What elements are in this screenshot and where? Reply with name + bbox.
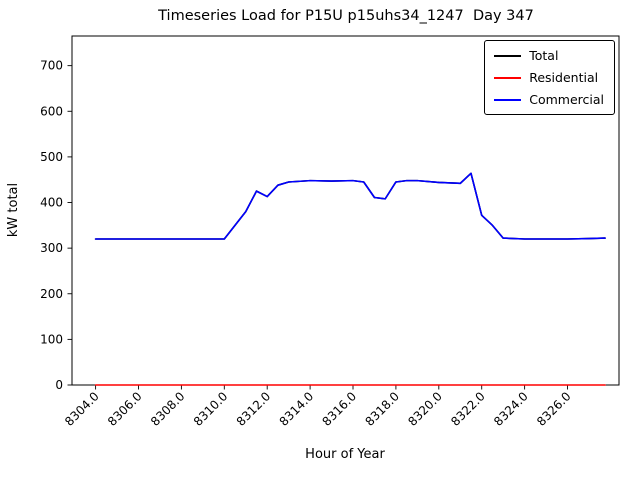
chart-title: Timeseries Load for P15U p15uhs34_1247 D… (158, 8, 534, 24)
y-tick-label: 0 (55, 378, 63, 392)
x-tick-label: 8304.0 (62, 389, 102, 429)
x-tick-label: 8316.0 (320, 389, 360, 429)
total-line-swatch (494, 54, 522, 57)
x-tick-label: 8312.0 (234, 389, 274, 429)
x-tick-label: 8322.0 (448, 389, 488, 429)
legend: Total Residential Commercial (484, 40, 615, 115)
line-series-total (94, 172, 606, 240)
legend-label-total: Total (529, 48, 559, 63)
x-axis-ticks: 8304.0 8306.0 8308.0 8310.0 8312.0 8314.0 8316… (62, 385, 574, 429)
y-tick-label: 700 (40, 59, 63, 73)
x-tick-label: 8314.0 (277, 389, 317, 429)
x-tick-label: 8320.0 (405, 389, 445, 429)
x-tick-label: 8318.0 (362, 389, 402, 429)
commercial-line-swatch (494, 98, 522, 101)
legend-item-commercial: Commercial (494, 92, 604, 107)
x-axis-label: Hour of Year (305, 447, 385, 462)
x-tick-label: 8324.0 (491, 389, 531, 429)
x-tick-label: 8310.0 (191, 389, 231, 429)
legend-item-total: Total (494, 48, 604, 63)
plot-lines (94, 172, 606, 386)
x-tick-label: 8326.0 (534, 389, 574, 429)
y-tick-label: 500 (40, 150, 63, 164)
legend-label-commercial: Commercial (529, 92, 604, 107)
y-axis-label: kW total (6, 183, 21, 237)
legend-label-residential: Residential (529, 70, 599, 85)
y-tick-label: 200 (40, 287, 63, 301)
y-tick-label: 300 (40, 241, 63, 255)
x-tick-label: 8306.0 (105, 389, 145, 429)
y-tick-label: 600 (40, 104, 63, 118)
legend-item-residential: Residential (494, 70, 604, 85)
y-tick-label: 100 (40, 332, 63, 346)
line-series-commercial (94, 172, 606, 240)
y-axis-ticks: 0 100 200 300 400 500 600 700 (40, 59, 72, 392)
x-tick-label: 8308.0 (148, 389, 188, 429)
residential-line-swatch (494, 76, 522, 79)
y-tick-label: 400 (40, 196, 63, 210)
